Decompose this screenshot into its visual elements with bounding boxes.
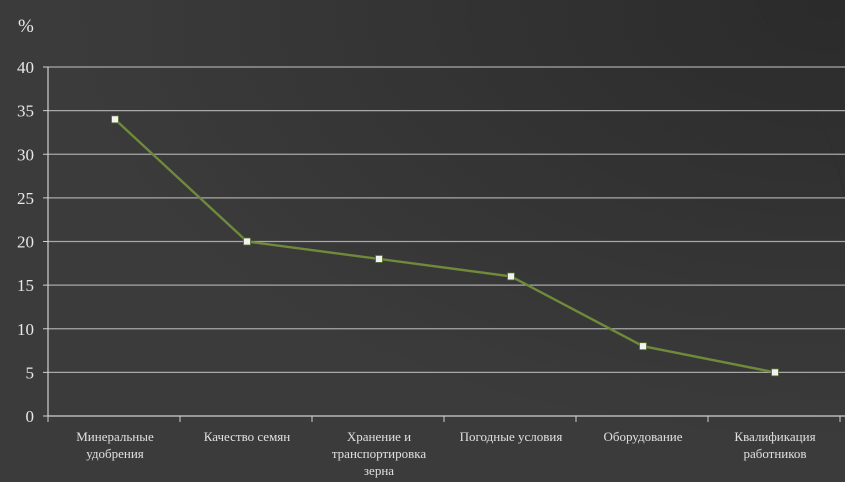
y-axis-label: % xyxy=(18,16,34,37)
y-tick-label: 0 xyxy=(26,407,35,426)
series-line xyxy=(114,118,776,374)
decorative-arc xyxy=(746,0,845,201)
data-point xyxy=(507,272,515,281)
y-tick-label: 35 xyxy=(17,102,34,121)
y-tick-label: 25 xyxy=(17,189,34,208)
markers xyxy=(111,115,779,377)
x-tick-label: Качество семян xyxy=(204,429,291,444)
data-point xyxy=(111,115,119,124)
x-tick-labels: Минеральные удобрения Качество семян Хранен… xyxy=(76,429,815,478)
gridlines xyxy=(48,66,845,374)
x-tick-label: Хранение и транспортировка зерна xyxy=(332,429,427,478)
x-tick-label: Погодные условия xyxy=(460,429,563,444)
axes xyxy=(43,66,845,422)
data-point xyxy=(639,342,647,351)
y-tick-label: 10 xyxy=(17,320,34,339)
y-tick-label: 30 xyxy=(17,145,34,164)
y-tick-label: 40 xyxy=(17,58,34,77)
data-point xyxy=(243,237,251,246)
y-tick-label: 15 xyxy=(17,276,34,295)
y-tick-labels: 0 5 10 15 20 25 30 35 40 xyxy=(17,58,34,426)
data-point xyxy=(375,255,383,263)
data-point xyxy=(771,368,779,377)
series xyxy=(114,118,776,374)
x-tick-label: Квалификация работников xyxy=(734,429,815,461)
y-tick-label: 5 xyxy=(26,363,35,382)
x-tick-label: Минеральные удобрения xyxy=(76,429,154,461)
x-tick-label: Оборудование xyxy=(603,429,682,444)
y-tick-label: 20 xyxy=(17,233,34,252)
